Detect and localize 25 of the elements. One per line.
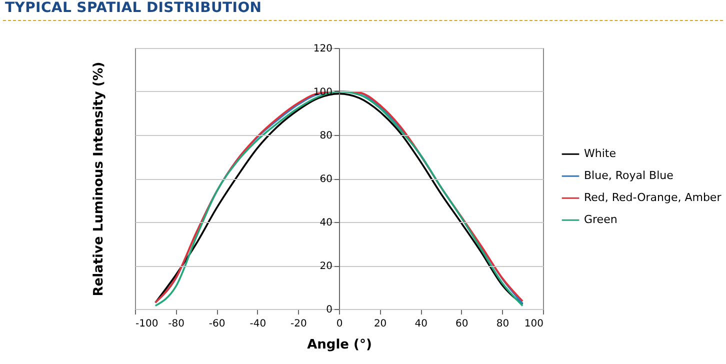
legend-label: Green	[584, 213, 618, 226]
x-tick-label: -20	[290, 318, 307, 330]
y-tick-label: 80	[320, 130, 332, 142]
y-tick-label: 0	[326, 304, 332, 316]
x-tick-label: 0	[336, 318, 343, 330]
x-tick-label: 20	[374, 318, 387, 330]
legend-label: Blue, Royal Blue	[584, 169, 674, 182]
x-tick-label: 100	[524, 318, 544, 330]
y-tick-label: 60	[320, 174, 332, 185]
x-axis-title: Angle (°)	[307, 338, 372, 352]
y-axis-title: Relative Luminous Intensity (%)	[92, 62, 106, 296]
y-tick-label: 20	[320, 261, 332, 272]
x-tick-label: -100	[136, 318, 158, 330]
y-tick-label: 100	[313, 87, 332, 98]
x-tick-label: -40	[250, 318, 266, 330]
x-tick-label: -60	[208, 318, 226, 330]
y-tick-label: 120	[313, 44, 332, 54]
x-tick-label: 60	[456, 318, 468, 330]
legend-label: White	[584, 147, 616, 160]
y-tick-label: 40	[320, 218, 332, 228]
chart-title: TYPICAL SPATIAL DISTRIBUTION	[5, 0, 262, 16]
x-tick-label: 40	[414, 318, 428, 330]
x-tick-label: 80	[496, 318, 510, 330]
legend-label: Red, Red-Orange, Amber	[584, 191, 722, 204]
x-tick-label: -80	[168, 318, 184, 330]
